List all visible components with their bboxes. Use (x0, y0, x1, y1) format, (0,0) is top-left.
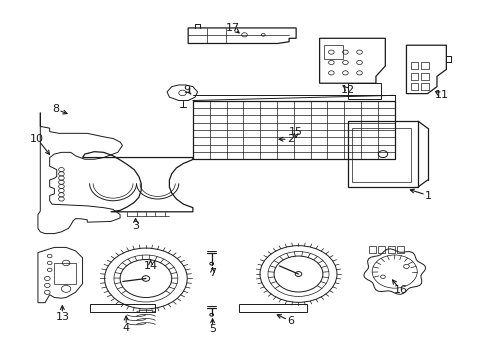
Text: 2: 2 (286, 134, 293, 144)
Bar (89, 305, 155, 312)
Bar (352, 128, 410, 182)
Bar (238, 305, 306, 312)
Text: 6: 6 (286, 316, 293, 326)
Text: 5: 5 (209, 324, 216, 334)
Bar (324, 45, 343, 59)
Text: 3: 3 (132, 221, 139, 231)
Text: 7: 7 (208, 268, 216, 278)
Bar (421, 83, 427, 90)
Text: 11: 11 (434, 90, 448, 100)
Text: 1: 1 (424, 190, 431, 201)
Text: 14: 14 (143, 261, 157, 271)
Text: 12: 12 (340, 85, 354, 95)
Text: 4: 4 (122, 323, 129, 333)
Text: 15: 15 (288, 127, 303, 136)
Bar (396, 246, 403, 253)
Bar (54, 263, 75, 284)
Text: 16: 16 (392, 285, 407, 295)
Bar (421, 73, 427, 80)
Bar (387, 246, 394, 253)
Bar (368, 246, 375, 253)
Bar (421, 63, 427, 69)
Bar (410, 73, 417, 80)
Bar (378, 246, 385, 253)
Bar (192, 100, 394, 159)
Text: 9: 9 (183, 85, 190, 95)
Text: 10: 10 (30, 134, 44, 144)
Bar (410, 83, 417, 90)
Bar (347, 121, 417, 187)
Text: 13: 13 (55, 311, 69, 321)
Bar (410, 63, 417, 69)
Text: 8: 8 (52, 104, 59, 114)
Text: 17: 17 (226, 23, 240, 33)
